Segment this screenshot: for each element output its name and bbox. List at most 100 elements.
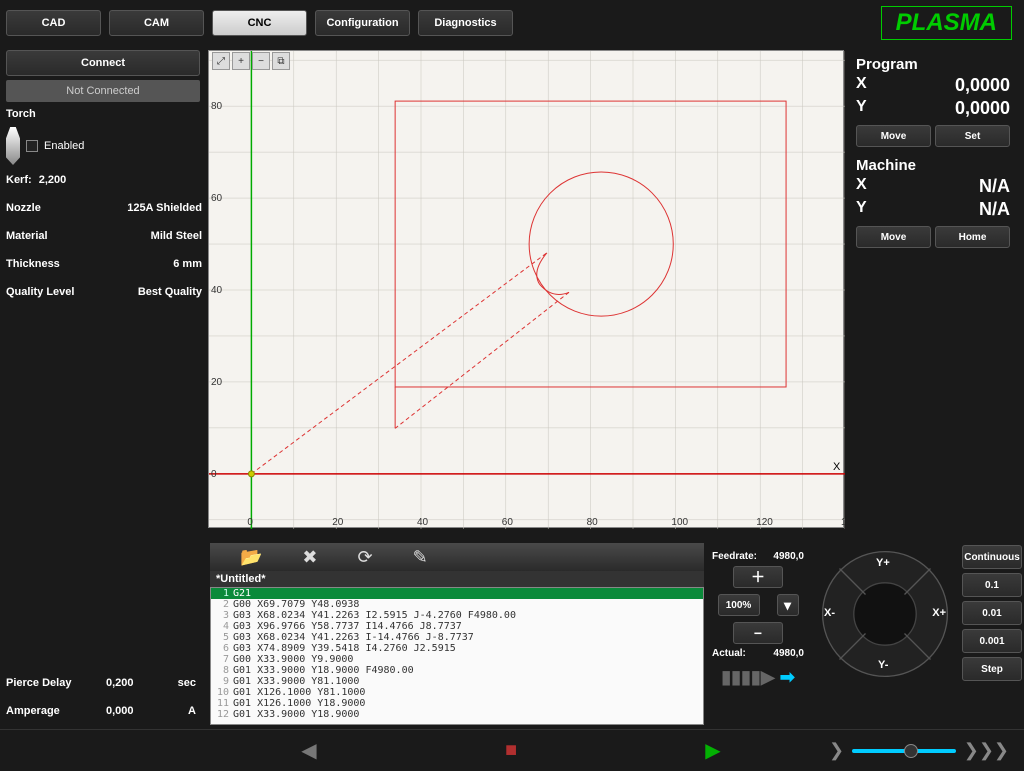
- connection-status: Not Connected: [6, 80, 200, 102]
- right-panel: Program X 0,0000 Y 0,0000 Move Set Machine…: [848, 46, 1018, 541]
- svg-text:20: 20: [211, 377, 223, 388]
- machine-x-label: X: [856, 176, 867, 197]
- feedrate-plus-button[interactable]: ＋: [733, 566, 783, 588]
- svg-text:60: 60: [502, 517, 514, 528]
- torch-title: Torch: [6, 108, 202, 120]
- step-0.01-button[interactable]: 0.01: [962, 601, 1022, 625]
- delete-icon[interactable]: ✖: [302, 547, 317, 568]
- speed-fast-icon[interactable]: ❯❯❯: [964, 740, 1009, 761]
- torch-icon: [6, 127, 20, 165]
- brand-label: PLASMA: [881, 6, 1012, 40]
- step-size-panel: Continuous 0.1 0.01 0.001 Step: [960, 541, 1024, 736]
- gcode-panel: 📂 ✖ ⟳ ✎ *Untitled* 1G212G00 X69.7079 Y48…: [208, 541, 706, 736]
- jog-x-minus[interactable]: X-: [824, 607, 835, 619]
- nozzle-label: Nozzle: [6, 202, 41, 214]
- step-0.1-button[interactable]: 0.1: [962, 573, 1022, 597]
- kerf-value: 2,200: [39, 174, 67, 186]
- tab-cnc[interactable]: CNC: [212, 10, 307, 36]
- quality-label: Quality Level: [6, 286, 74, 298]
- tab-cam[interactable]: CAM: [109, 10, 204, 36]
- step-step-button[interactable]: Step: [962, 657, 1022, 681]
- program-set-button[interactable]: Set: [935, 125, 1010, 147]
- jog-wheel-panel: Y+ Y- X- X+: [810, 541, 960, 736]
- svg-text:100: 100: [671, 517, 688, 528]
- program-x-value: 0,0000: [955, 75, 1010, 96]
- transport-bar: ◀ ■ ▶ ❯ ❯❯❯: [0, 729, 1024, 771]
- kerf-label: Kerf:: [6, 174, 32, 186]
- amperage-value: 0,000: [106, 705, 166, 717]
- jog-wheel[interactable]: Y+ Y- X- X+: [820, 549, 950, 679]
- svg-text:0: 0: [211, 469, 217, 480]
- torch-enabled-label: Enabled: [44, 140, 84, 152]
- stop-button[interactable]: ■: [505, 739, 517, 762]
- svg-text:0: 0: [247, 517, 253, 528]
- feedrate-value: 4980,0: [773, 551, 804, 562]
- top-tabs: CAD CAM CNC Configuration Diagnostics PL…: [0, 0, 1024, 46]
- thickness-value: 6 mm: [173, 258, 202, 270]
- amperage-unit: A: [166, 705, 196, 717]
- zoom-window-icon[interactable]: ⧉: [272, 52, 290, 70]
- svg-text:40: 40: [417, 517, 429, 528]
- svg-text:120: 120: [756, 517, 773, 528]
- rewind-button[interactable]: ◀: [301, 738, 316, 763]
- feedrate-panel: Feedrate: 4980,0 ＋ 100% ▾ − Actual: 4980,0…: [706, 541, 810, 736]
- connect-button[interactable]: Connect: [6, 50, 200, 76]
- quality-value: Best Quality: [138, 286, 202, 298]
- left-panel: Connect Not Connected Torch Enabled Kerf…: [0, 46, 208, 541]
- material-label: Material: [6, 230, 48, 242]
- jog-y-minus[interactable]: Y-: [878, 659, 888, 671]
- edit-icon[interactable]: ✎: [413, 547, 428, 568]
- actual-value: 4980,0: [773, 648, 804, 659]
- tab-config[interactable]: Configuration: [315, 10, 410, 36]
- pierce-label: Pierce Delay: [6, 677, 106, 689]
- step-continuous-button[interactable]: Continuous: [962, 545, 1022, 569]
- svg-text:X: X: [833, 461, 841, 473]
- canvas-area: ⤢ + − ⧉ XY020406080100120140020406080: [208, 46, 848, 541]
- direction-arrow-icon: ▮▮▮▮▶ ➡: [710, 667, 806, 688]
- machine-move-button[interactable]: Move: [856, 226, 931, 248]
- jog-y-plus[interactable]: Y+: [876, 557, 890, 569]
- machine-x-value: N/A: [979, 176, 1010, 197]
- program-y-label: Y: [856, 98, 867, 119]
- svg-text:140: 140: [841, 517, 845, 528]
- program-x-label: X: [856, 75, 867, 96]
- tab-cad[interactable]: CAD: [6, 10, 101, 36]
- open-file-icon[interactable]: 📂: [240, 547, 262, 568]
- pierce-unit: sec: [166, 677, 196, 689]
- feedrate-pct: 100%: [718, 594, 760, 616]
- torch-enabled-checkbox[interactable]: [26, 140, 38, 152]
- amperage-label: Amperage: [6, 705, 106, 717]
- toolpath-plot[interactable]: XY020406080100120140020406080: [208, 50, 844, 528]
- nozzle-value: 125A Shielded: [127, 202, 202, 214]
- actual-label: Actual:: [712, 648, 746, 659]
- machine-home-button[interactable]: Home: [935, 226, 1010, 248]
- jog-x-plus[interactable]: X+: [932, 607, 946, 619]
- svg-text:40: 40: [211, 285, 223, 296]
- zoom-fit-icon[interactable]: ⤢: [212, 52, 230, 70]
- machine-y-label: Y: [856, 199, 867, 220]
- feedrate-label: Feedrate:: [712, 551, 757, 562]
- play-button[interactable]: ▶: [705, 738, 720, 763]
- machine-title: Machine: [856, 157, 1010, 174]
- speed-slow-icon[interactable]: ❯: [829, 740, 844, 761]
- pierce-value: 0,200: [106, 677, 166, 689]
- svg-text:20: 20: [332, 517, 344, 528]
- material-value: Mild Steel: [151, 230, 202, 242]
- machine-y-value: N/A: [979, 199, 1010, 220]
- step-0.001-button[interactable]: 0.001: [962, 629, 1022, 653]
- svg-text:60: 60: [211, 193, 223, 204]
- feedrate-minus-button[interactable]: −: [733, 622, 783, 644]
- thickness-label: Thickness: [6, 258, 60, 270]
- speed-slider[interactable]: [852, 749, 956, 753]
- program-title: Program: [856, 56, 1010, 73]
- tab-diag[interactable]: Diagnostics: [418, 10, 513, 36]
- program-y-value: 0,0000: [955, 98, 1010, 119]
- svg-text:80: 80: [587, 517, 599, 528]
- zoom-out-icon[interactable]: −: [252, 52, 270, 70]
- reload-icon[interactable]: ⟳: [358, 547, 373, 568]
- zoom-in-icon[interactable]: +: [232, 52, 250, 70]
- gcode-listing[interactable]: 1G212G00 X69.7079 Y48.09383G03 X68.0234 …: [210, 587, 704, 725]
- feedrate-dropdown-icon[interactable]: ▾: [777, 594, 799, 616]
- svg-text:80: 80: [211, 101, 223, 112]
- program-move-button[interactable]: Move: [856, 125, 931, 147]
